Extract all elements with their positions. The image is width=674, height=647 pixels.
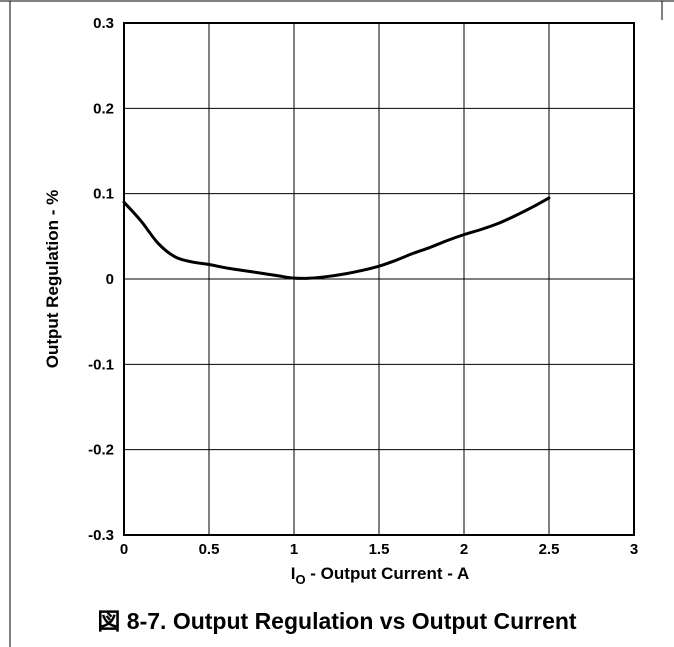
x-tick-labels: 0 0.5 1 1.5 2 2.5 3: [120, 541, 638, 558]
series-line-0: [124, 198, 549, 278]
x-axis-label-subscript: O: [295, 572, 305, 587]
series-lines: [124, 198, 549, 278]
x-tick-label-4: 2: [460, 541, 468, 558]
x-tick-label-1: 0.5: [199, 541, 220, 558]
x-tick-label-2: 1: [290, 541, 298, 558]
y-tick-label-5: -0.2: [88, 442, 114, 459]
y-tick-label-4: -0.1: [88, 356, 114, 373]
grid: [124, 23, 634, 535]
x-tick-label-6: 3: [630, 541, 638, 558]
x-axis-label: IO - Output Current - A: [0, 564, 674, 584]
y-tick-label-6: -0.3: [88, 527, 114, 544]
y-tick-labels: 0.3 0.2 0.1 0 -0.1 -0.2 -0.3: [88, 15, 114, 544]
x-tick-label-3: 1.5: [369, 541, 390, 558]
y-tick-label-2: 0.1: [93, 186, 114, 203]
x-tick-label-0: 0: [120, 541, 128, 558]
y-tick-label-0: 0.3: [93, 15, 114, 32]
x-tick-label-5: 2.5: [539, 541, 560, 558]
y-tick-label-1: 0.2: [93, 100, 114, 117]
x-axis-label-rest: - Output Current - A: [306, 564, 470, 583]
y-tick-label-3: 0: [106, 271, 114, 288]
figure-caption: 図 8-7. Output Regulation vs Output Curre…: [0, 602, 674, 636]
y-axis-label: Output Regulation - %: [43, 190, 62, 368]
